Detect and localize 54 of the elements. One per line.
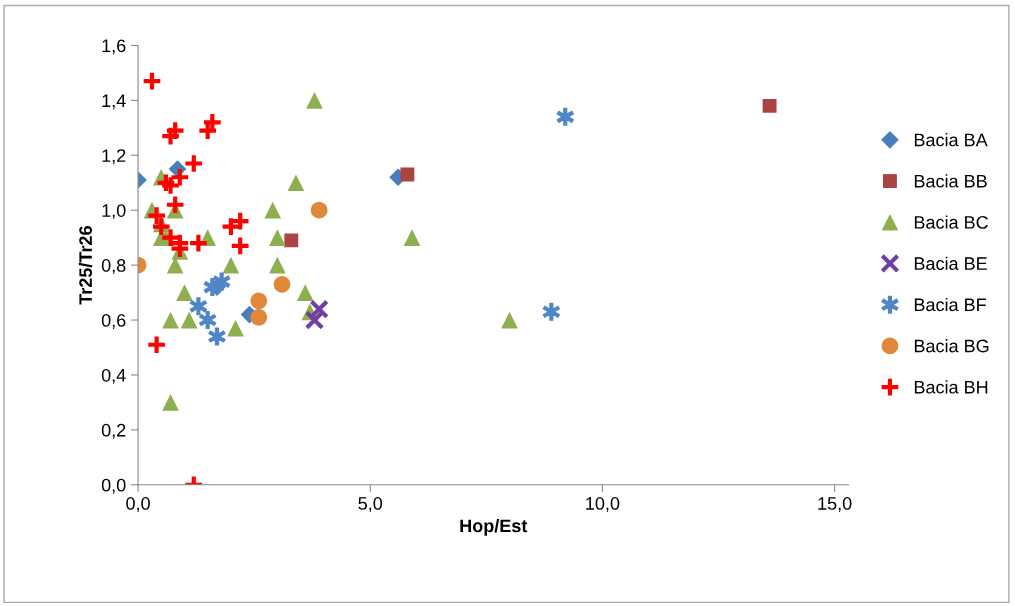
point — [400, 167, 415, 182]
legend-label: Bacia BE — [914, 256, 987, 270]
legend-label: Bacia BG — [914, 339, 989, 353]
y-tick-label: 1,2 — [102, 149, 126, 165]
y-tick-label: 1,0 — [102, 204, 126, 220]
point — [222, 256, 240, 274]
point — [296, 284, 314, 301]
point — [309, 299, 329, 319]
point — [164, 194, 186, 216]
y-tick-label: 0,2 — [101, 423, 126, 439]
y-tick-label: 0,6 — [101, 313, 126, 329]
point — [227, 319, 244, 337]
y-tick-label: 0,8 — [101, 259, 126, 274]
point — [273, 276, 291, 293]
point — [250, 308, 268, 326]
point — [501, 311, 518, 329]
x-tick-label: 15,0 — [818, 497, 852, 512]
point — [310, 201, 328, 219]
point — [284, 233, 299, 248]
point — [141, 70, 163, 92]
point — [250, 292, 268, 310]
legend-label: Bacia BC — [914, 215, 988, 229]
point — [150, 216, 172, 238]
y-axis-title: Tr25/Tr26 — [78, 226, 93, 305]
point — [180, 311, 198, 329]
point — [162, 394, 179, 411]
point — [229, 235, 251, 257]
point — [403, 229, 421, 246]
point — [183, 153, 205, 174]
point — [304, 310, 325, 330]
point — [162, 311, 179, 329]
point — [269, 229, 286, 246]
legend-label: Bacia BB — [914, 174, 987, 188]
point — [155, 172, 177, 194]
point — [146, 334, 168, 356]
x-axis-title: Hop/Est — [460, 518, 528, 536]
legend-label: Bacia BH — [914, 380, 988, 394]
point — [269, 256, 286, 274]
x-tick-label: 0,0 — [126, 497, 150, 512]
point — [264, 201, 282, 219]
point — [306, 92, 323, 109]
x-tick-label: 5,0 — [358, 497, 383, 512]
point — [762, 98, 777, 113]
legend-label: Bacia BA — [914, 133, 988, 147]
point — [176, 284, 193, 301]
y-tick-label: 1,4 — [102, 94, 126, 110]
point — [187, 232, 209, 254]
x-tick-label: 10,0 — [586, 497, 620, 512]
y-tick-label: 0,0 — [101, 478, 126, 494]
point — [146, 205, 168, 227]
y-tick-label: 1,6 — [102, 39, 126, 55]
point — [287, 174, 305, 192]
y-tick-label: 0,4 — [101, 368, 126, 384]
point — [160, 227, 181, 249]
